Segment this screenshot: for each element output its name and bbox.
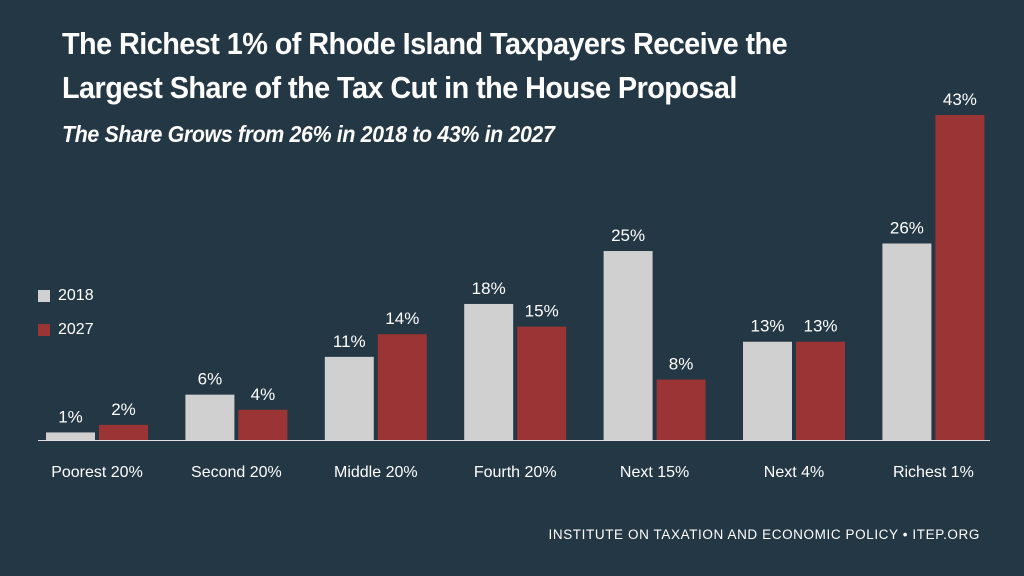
- category-label-3: Fourth 20%: [474, 464, 557, 481]
- data-label-2018-1: 6%: [198, 370, 223, 389]
- bar-2027-0: [99, 424, 148, 440]
- legend-swatch-2018: [38, 290, 50, 302]
- data-label-2018-2: 11%: [333, 332, 366, 351]
- chart-title-line-1: The Richest 1% of Rhode Island Taxpayers…: [62, 26, 788, 61]
- data-label-2018-5: 13%: [750, 317, 784, 336]
- legend-label-2027: 2027: [58, 321, 94, 338]
- data-label-2027-4: 8%: [669, 355, 694, 374]
- bar-2018-0: [46, 432, 95, 440]
- data-label-2018-6: 26%: [890, 218, 924, 237]
- chart-subtitle: The Share Grows from 26% in 2018 to 43% …: [62, 121, 555, 147]
- bar-2027-1: [238, 409, 288, 440]
- legend-item-2018: 2018: [38, 279, 94, 313]
- chart-legend: 2018 2027: [38, 279, 94, 347]
- bar-2018-1: [185, 394, 235, 440]
- bar-2018-5: [743, 341, 792, 440]
- source-credit: INSTITUTE ON TAXATION AND ECONOMIC POLIC…: [548, 527, 980, 542]
- data-label-2018-0: 1%: [58, 407, 83, 426]
- bar-2027-4: [656, 379, 706, 440]
- data-label-2027-6: 43%: [943, 90, 977, 109]
- category-label-0: Poorest 20%: [51, 464, 143, 481]
- bar-2018-6: [882, 243, 932, 440]
- data-label-2018-3: 18%: [472, 279, 506, 298]
- category-label-5: Next 4%: [764, 464, 824, 481]
- data-label-2027-2: 14%: [385, 309, 419, 328]
- data-label-2027-3: 15%: [525, 302, 559, 321]
- bar-2018-2: [324, 356, 374, 440]
- bar-2027-5: [796, 341, 845, 440]
- data-label-2018-4: 25%: [611, 226, 645, 245]
- bar-2027-6: [935, 115, 985, 440]
- chart-title: The Richest 1% of Rhode Island Taxpayers…: [62, 22, 788, 110]
- data-label-2027-5: 13%: [803, 317, 837, 336]
- category-label-4: Next 15%: [620, 464, 689, 481]
- chart-title-line-2: Largest Share of the Tax Cut in the Hous…: [62, 70, 737, 105]
- bar-2018-3: [464, 303, 514, 440]
- legend-swatch-2027: [38, 324, 50, 336]
- category-label-1: Second 20%: [191, 464, 282, 481]
- category-label-6: Richest 1%: [893, 464, 974, 481]
- category-label-2: Middle 20%: [334, 464, 418, 481]
- data-label-2027-1: 4%: [251, 385, 276, 404]
- bar-2018-4: [603, 251, 653, 440]
- legend-label-2018: 2018: [58, 287, 94, 304]
- bar-2027-2: [377, 334, 427, 440]
- legend-item-2027: 2027: [38, 313, 94, 347]
- bar-2027-3: [517, 326, 567, 440]
- data-label-2027-0: 2%: [111, 400, 136, 419]
